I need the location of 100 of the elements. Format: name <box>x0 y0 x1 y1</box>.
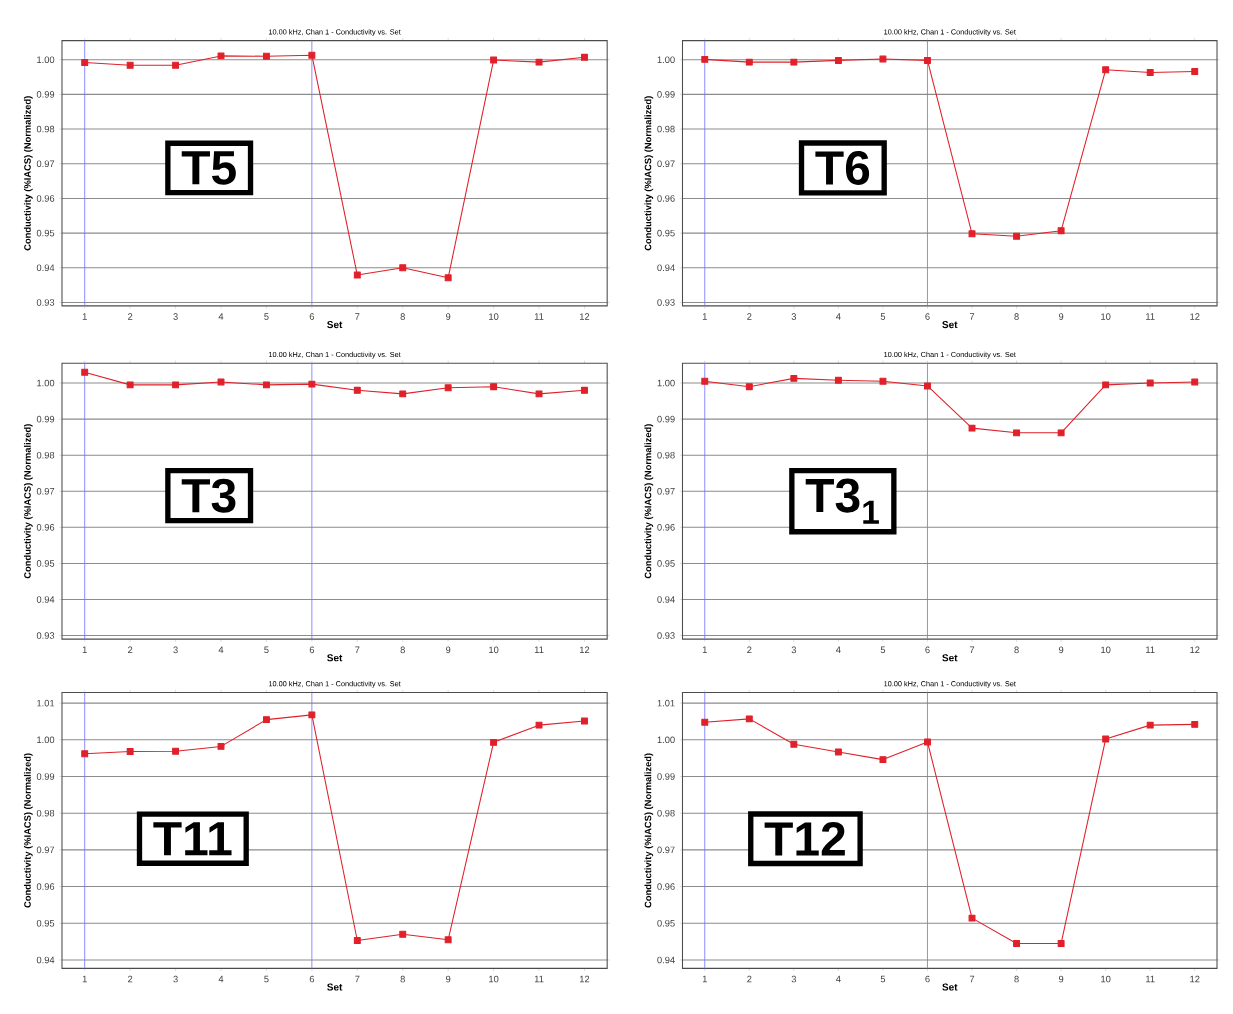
point <box>968 424 976 432</box>
y-tick-label: 0.94 <box>657 264 675 272</box>
x-tick-label: 7 <box>355 646 360 654</box>
annotation: T11 <box>153 822 232 856</box>
y-tick-label: 0.96 <box>36 195 55 202</box>
point <box>1057 429 1065 437</box>
point <box>701 56 709 63</box>
y-tick-label: 0.99 <box>657 91 675 98</box>
x-tick-label: 11 <box>534 313 544 320</box>
point <box>1102 735 1110 743</box>
y-tick-label: 0.98 <box>36 125 55 133</box>
x-tick-label: 11 <box>1146 313 1155 320</box>
y-tick-label: 0.94 <box>36 956 55 964</box>
point <box>308 51 316 59</box>
point <box>924 382 931 390</box>
point <box>1013 940 1021 948</box>
x-tick-label: 4 <box>218 646 224 654</box>
x-tick-label: 6 <box>925 313 930 321</box>
y-tick-label: 0.97 <box>657 488 675 495</box>
y-tick-label: 0.98 <box>657 452 675 459</box>
y-tick-label: 1.00 <box>37 736 55 744</box>
point <box>834 748 842 756</box>
point <box>1057 940 1065 948</box>
point <box>308 380 316 388</box>
x-tick-label: 9 <box>446 313 451 321</box>
x-tick-label: 8 <box>1014 313 1019 321</box>
x-tick-label: 1 <box>702 646 707 654</box>
y-tick-label: 0.97 <box>36 846 55 854</box>
x-tick-label: 10 <box>1101 313 1111 321</box>
x-tick-label: 11 <box>1146 646 1155 654</box>
x-tick-label: 2 <box>128 646 133 654</box>
point <box>701 718 709 726</box>
point <box>580 53 588 61</box>
x-tick-label: 9 <box>1058 313 1064 321</box>
y-tick-label: 0.99 <box>657 415 675 423</box>
y-axis-title: Conductivity (%IACS) (Normalized) <box>23 753 33 908</box>
point <box>580 717 588 725</box>
point <box>1146 379 1154 387</box>
x-tick-label: 4 <box>218 975 224 983</box>
x-tick-label: 1 <box>82 975 87 983</box>
x-tick-label: 1 <box>702 313 707 320</box>
y-tick-label: 0.96 <box>657 195 675 202</box>
point <box>879 55 887 63</box>
x-tick-label: 7 <box>969 975 975 983</box>
y-tick-label: 0.99 <box>36 91 55 98</box>
x-tick-label: 9 <box>446 646 451 654</box>
point <box>172 747 180 755</box>
x-tick-label: 4 <box>836 646 841 654</box>
x-tick-label: 8 <box>1014 646 1019 654</box>
y-axis-title: Conductivity (%IACS) (Normalized) <box>23 424 33 579</box>
point <box>172 381 180 389</box>
point <box>535 58 543 66</box>
x-tick-label: 11 <box>1146 975 1155 983</box>
point <box>1191 721 1199 728</box>
x-tick-label: 6 <box>925 975 930 983</box>
annotation: T6 <box>815 151 870 186</box>
x-tick-label: 2 <box>128 975 133 983</box>
y-axis-title: Conductivity (%IACS) (Normalized) <box>644 96 654 251</box>
y-tick-label: 0.95 <box>657 560 675 567</box>
y-tick-label: 0.98 <box>36 810 55 817</box>
point <box>1013 429 1021 437</box>
point <box>834 57 842 65</box>
point <box>444 936 452 944</box>
y-tick-label: 0.95 <box>36 560 55 567</box>
y-tick-label: 0.98 <box>657 810 675 817</box>
y-tick-label: 0.95 <box>657 920 675 927</box>
point <box>1191 378 1199 386</box>
x-tick-label: 1 <box>82 646 87 654</box>
x-tick-label: 3 <box>791 646 797 654</box>
x-tick-label: 7 <box>969 313 975 320</box>
x-tick-label: 10 <box>489 313 499 321</box>
point <box>217 378 225 386</box>
point <box>879 377 887 385</box>
y-tick-label: 0.94 <box>36 264 55 272</box>
point <box>535 721 543 729</box>
x-tick-label: 11 <box>534 975 544 983</box>
x-tick-label: 3 <box>173 313 178 321</box>
point <box>262 381 270 389</box>
point <box>217 743 225 751</box>
x-tick-label: 7 <box>355 975 360 983</box>
point <box>399 264 407 272</box>
x-tick-label: 8 <box>1014 975 1019 983</box>
x-tick-label: 8 <box>400 313 405 321</box>
x-tick-label: 7 <box>355 313 360 320</box>
point <box>126 381 134 389</box>
annotation: T12 <box>764 822 845 856</box>
point <box>126 748 134 756</box>
x-tick-label: 10 <box>489 646 499 654</box>
x-tick-label: 12 <box>579 313 590 320</box>
y-tick-label: 1.00 <box>657 379 675 387</box>
y-tick-label: 0.93 <box>36 299 55 306</box>
x-axis-title: Set <box>942 321 958 329</box>
point <box>1013 232 1021 240</box>
point <box>490 383 498 391</box>
x-axis-title: Set <box>327 983 343 991</box>
y-tick-label: 0.96 <box>36 524 55 531</box>
point <box>444 384 452 392</box>
y-tick-label: 0.94 <box>657 956 675 964</box>
y-tick-label: 1.00 <box>657 56 675 64</box>
point <box>399 930 407 938</box>
